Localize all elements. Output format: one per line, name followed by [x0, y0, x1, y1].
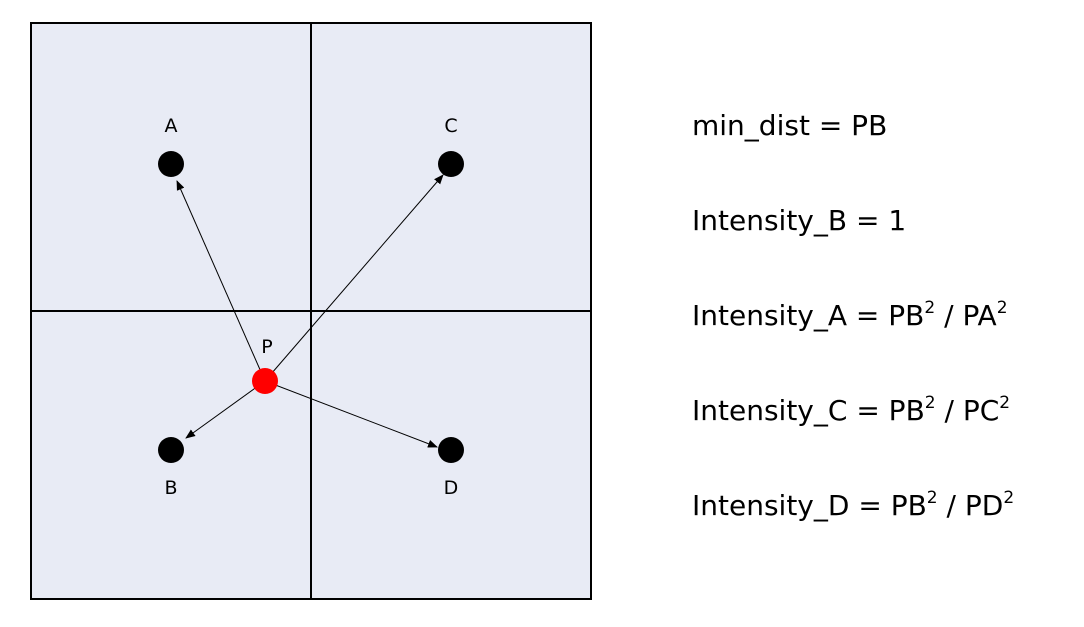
formula-intensity-d-exponent-1: 2: [926, 488, 938, 508]
arrow-p-to-d: [264, 380, 438, 448]
formula-intensity-d-exponent-2: 2: [1003, 488, 1015, 508]
point-b: [158, 437, 184, 463]
label-c: C: [444, 115, 457, 137]
label-d: D: [444, 477, 459, 499]
formula-intensity-b: Intensity_B = 1: [692, 204, 907, 237]
formula-intensity-a-prefix: Intensity_A = PB: [692, 299, 925, 332]
formula-list: min_dist = PB Intensity_B = 1 Intensity_…: [692, 100, 1077, 575]
formula-intensity-c-middle: / PC: [935, 394, 1000, 427]
formula-intensity-c-exponent-2: 2: [999, 393, 1011, 413]
formula-intensity-a-exponent-1: 2: [924, 298, 936, 318]
formula-intensity-c: Intensity_C = PB2 / PC2: [692, 385, 1077, 480]
formula-intensity-c-prefix: Intensity_C = PB: [692, 394, 925, 427]
label-a: A: [165, 115, 178, 137]
point-a: [158, 151, 184, 177]
formula-min-dist: min_dist = PB: [692, 109, 888, 142]
formula-intensity-a-exponent-2: 2: [996, 298, 1008, 318]
arrow-p-to-a: [176, 180, 266, 382]
formula-intensity-d-prefix: Intensity_D = PB: [692, 489, 927, 522]
label-p: P: [261, 336, 272, 358]
formula-intensity-a-middle: / PA: [935, 299, 997, 332]
point-p: [252, 368, 278, 394]
label-b: B: [164, 477, 177, 499]
point-c: [438, 151, 464, 177]
formula-intensity-d: Intensity_D = PB2 / PD2: [692, 480, 1077, 575]
point-d: [438, 437, 464, 463]
formula-intensity-a: Intensity_A = PB2 / PA2: [692, 290, 1077, 385]
formula-intensity-d-middle: / PD: [937, 489, 1004, 522]
arrow-p-to-c: [264, 174, 444, 382]
arrow-p-to-b: [185, 380, 266, 439]
formula-intensity-c-exponent-1: 2: [924, 393, 936, 413]
